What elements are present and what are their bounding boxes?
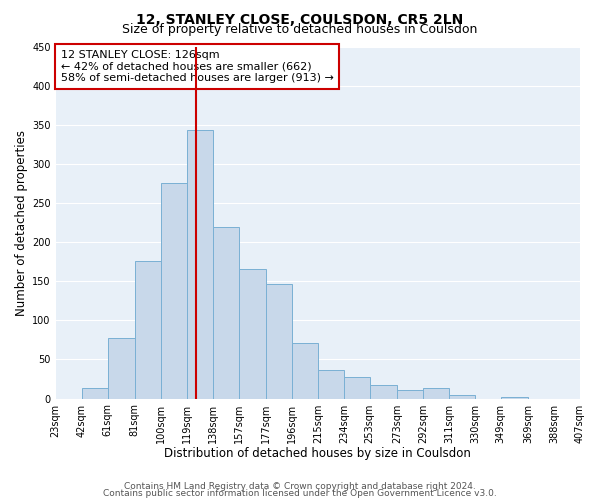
Bar — [423, 388, 449, 398]
Bar — [82, 388, 107, 398]
Bar — [501, 397, 528, 398]
Text: 12 STANLEY CLOSE: 126sqm
← 42% of detached houses are smaller (662)
58% of semi-: 12 STANLEY CLOSE: 126sqm ← 42% of detach… — [61, 50, 334, 83]
Bar — [266, 284, 292, 399]
Bar — [187, 130, 212, 398]
Bar — [161, 184, 187, 398]
Bar — [292, 343, 318, 398]
Bar — [239, 270, 266, 398]
Bar — [318, 370, 344, 398]
Bar — [212, 227, 239, 398]
Text: Contains public sector information licensed under the Open Government Licence v3: Contains public sector information licen… — [103, 490, 497, 498]
Bar — [135, 261, 161, 398]
Bar — [449, 394, 475, 398]
Bar — [397, 390, 423, 398]
Bar — [107, 338, 135, 398]
Text: 12, STANLEY CLOSE, COULSDON, CR5 2LN: 12, STANLEY CLOSE, COULSDON, CR5 2LN — [136, 12, 464, 26]
Text: Contains HM Land Registry data © Crown copyright and database right 2024.: Contains HM Land Registry data © Crown c… — [124, 482, 476, 491]
Bar — [370, 386, 397, 398]
Text: Size of property relative to detached houses in Coulsdon: Size of property relative to detached ho… — [122, 22, 478, 36]
Bar — [344, 376, 370, 398]
X-axis label: Distribution of detached houses by size in Coulsdon: Distribution of detached houses by size … — [164, 447, 471, 460]
Y-axis label: Number of detached properties: Number of detached properties — [15, 130, 28, 316]
